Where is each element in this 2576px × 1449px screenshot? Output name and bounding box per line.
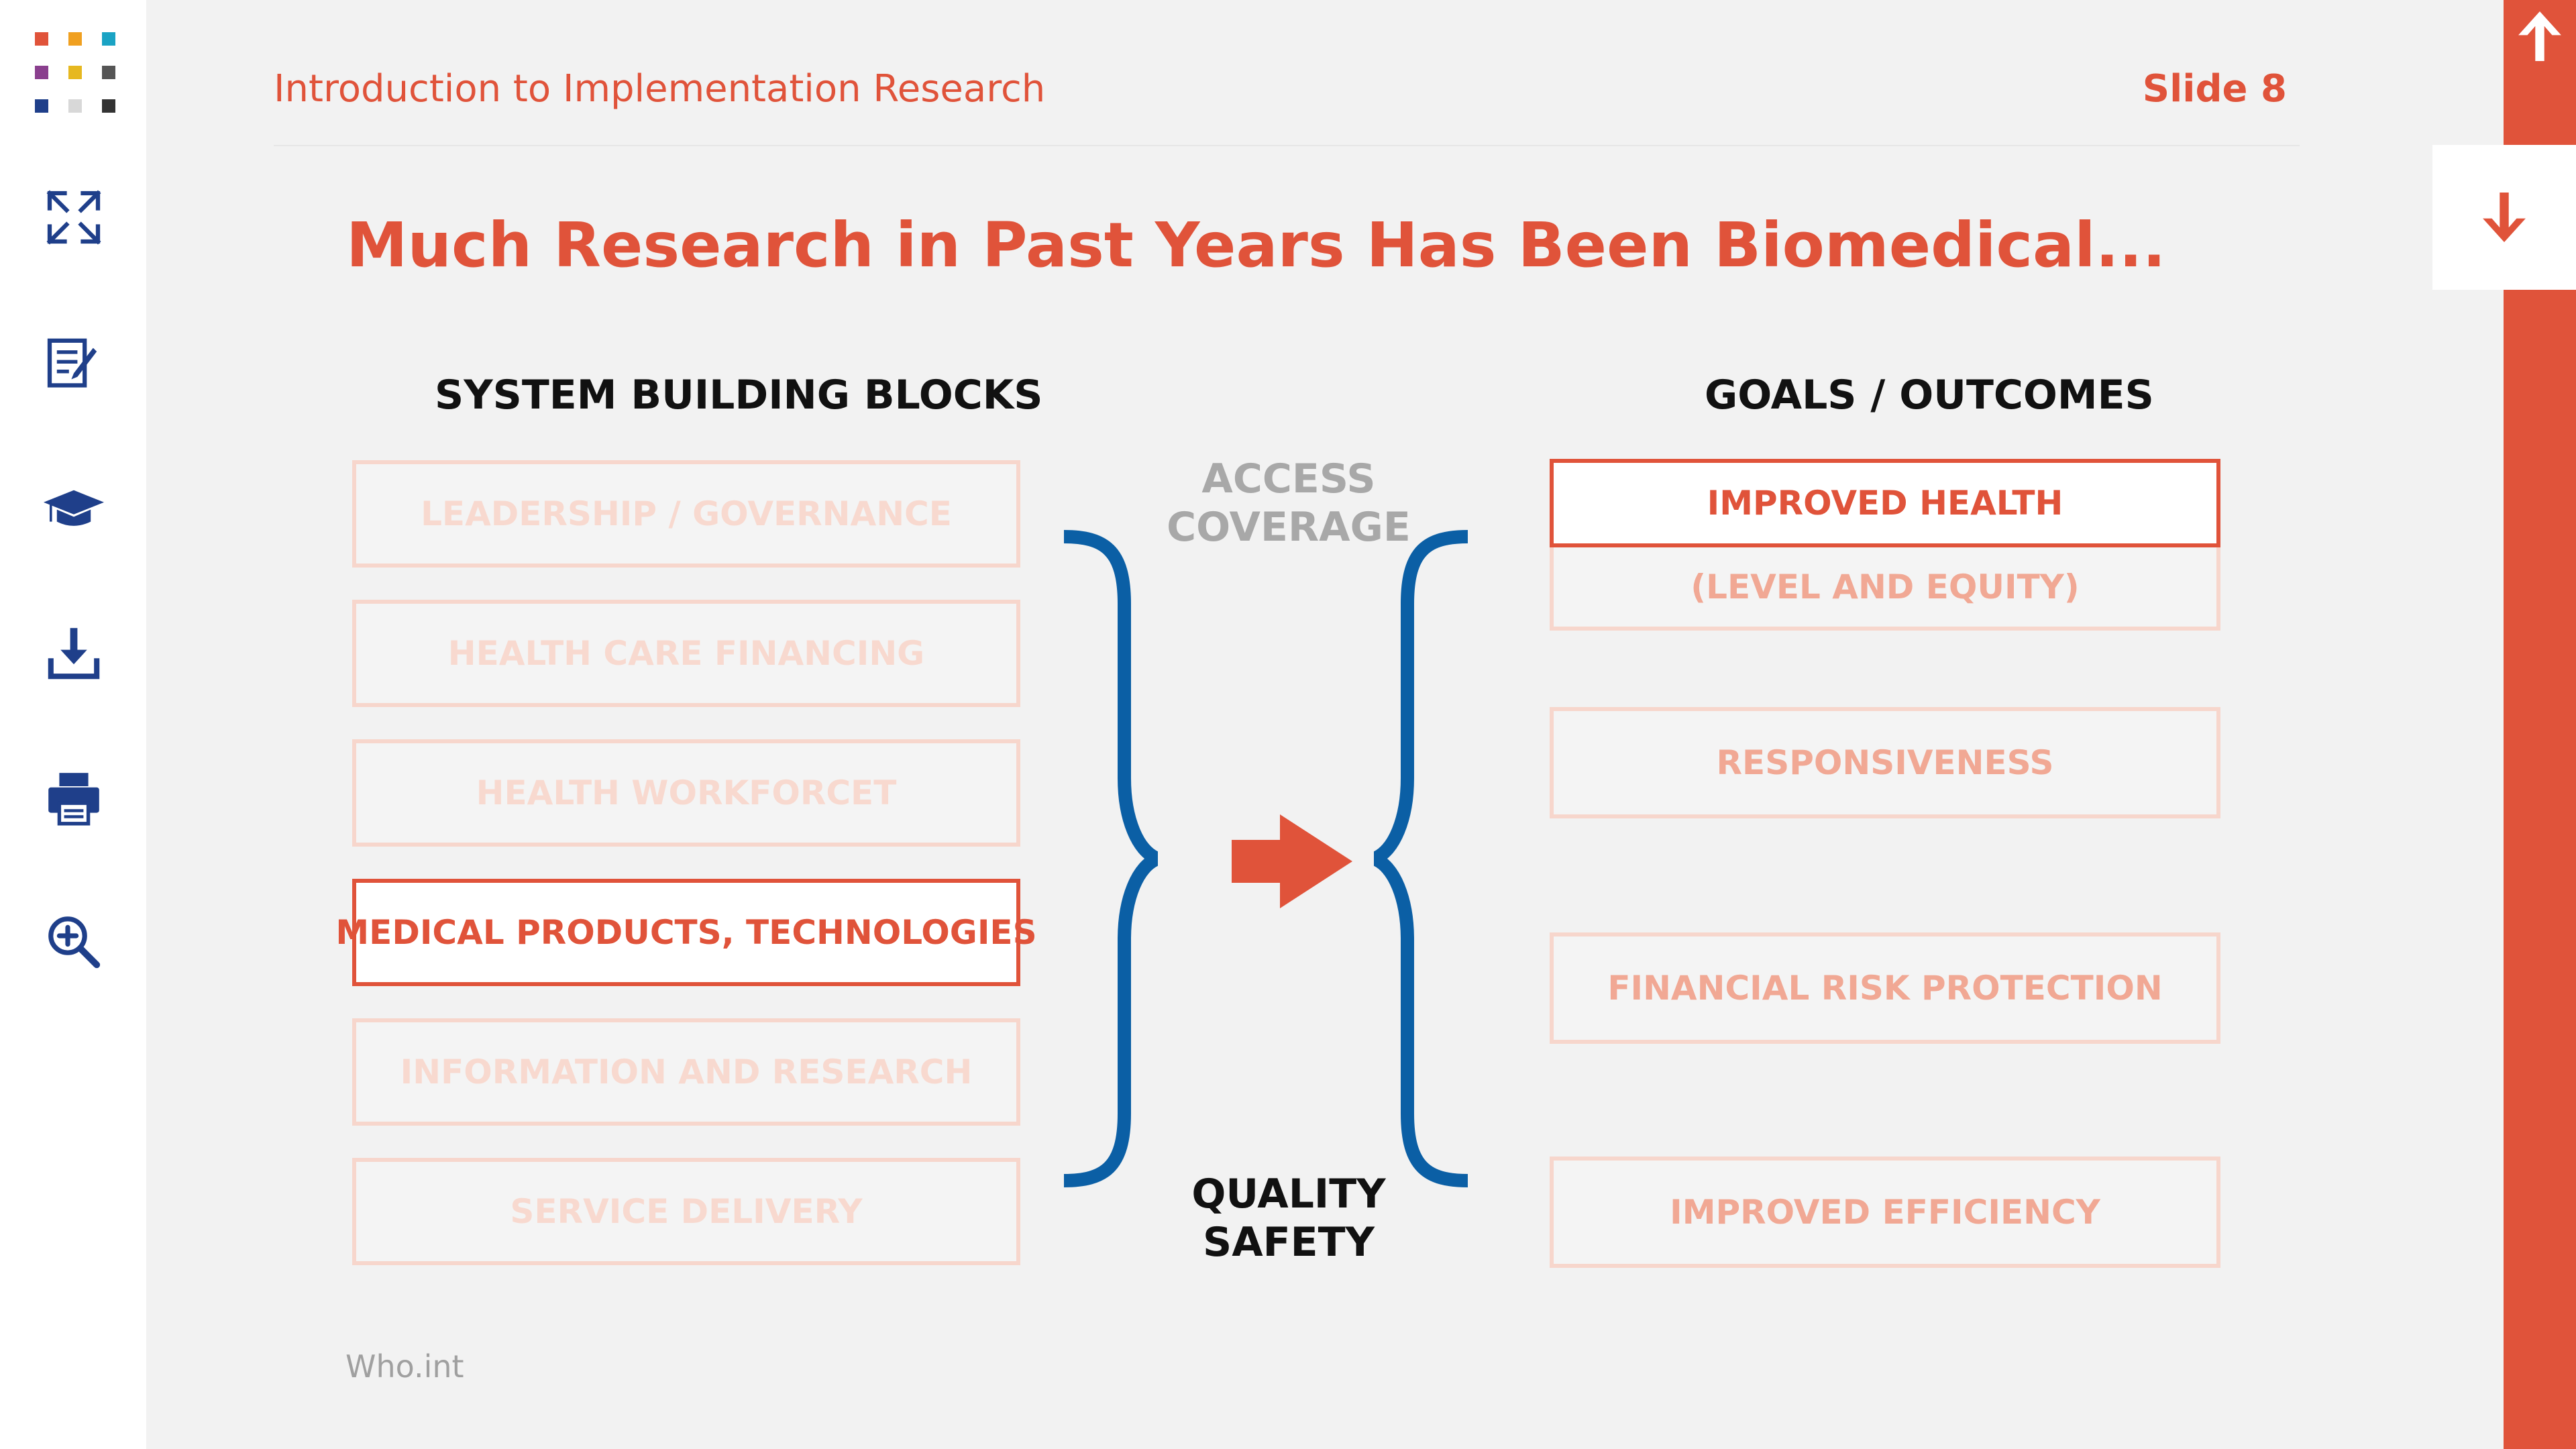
slide-title: Much Research in Past Years Has Been Bio… [346, 209, 2166, 281]
fullscreen-icon[interactable] [36, 180, 111, 255]
arrow-up-icon [2518, 11, 2561, 61]
goal-improved-health: IMPROVED HEALTH [1550, 459, 2220, 547]
arrow-down-icon [2483, 193, 2526, 242]
slide-number: Slide 8 [2142, 67, 2287, 111]
zoom-in-icon[interactable] [36, 904, 111, 979]
left-column-heading: SYSTEM BUILDING BLOCKS [435, 372, 1043, 419]
goal-responsiveness: RESPONSIVENESS [1550, 707, 2220, 818]
download-icon[interactable] [36, 616, 111, 691]
left-brace [1063, 530, 1158, 1187]
course-title: Introduction to Implementation Research [274, 67, 1046, 111]
building-block: LEADERSHIP / GOVERNANCE [352, 460, 1020, 568]
building-block: HEALTH CARE FINANCING [352, 600, 1020, 707]
building-block: HEALTH WORKFORCET [352, 739, 1020, 847]
access-text: ACCESS [1201, 455, 1376, 502]
goal-efficiency: IMPROVED EFFICIENCY [1550, 1157, 2220, 1268]
quality-text: QUALITY [1191, 1171, 1386, 1218]
safety-text: SAFETY [1203, 1219, 1375, 1266]
building-block-highlighted: MEDICAL PRODUCTS, TECHNOLOGIES [335, 879, 1037, 986]
quality-safety-label: QUALITY SAFETY [1155, 1170, 1423, 1267]
arrow-right-icon [1232, 814, 1352, 908]
coverage-text: COVERAGE [1167, 504, 1411, 551]
right-brace [1374, 530, 1468, 1187]
building-block: INFORMATION AND RESEARCH [352, 1018, 1020, 1126]
slide-canvas: Introduction to Implementation Research … [146, 0, 2504, 1449]
access-coverage-label: ACCESS COVERAGE [1155, 455, 1423, 551]
source-credit: Who.int [345, 1348, 464, 1385]
goal-financial-risk: FINANCIAL RISK PROTECTION [1550, 932, 2220, 1044]
header-divider [274, 145, 2300, 146]
apps-grid-icon[interactable] [35, 32, 115, 113]
next-slide-button[interactable] [2432, 145, 2576, 290]
left-toolbar [0, 0, 146, 1449]
goal-level-equity: (LEVEL AND EQUITY) [1550, 547, 2220, 631]
education-icon[interactable] [36, 470, 111, 545]
notes-icon[interactable] [36, 326, 111, 401]
right-column-heading: GOALS / OUTCOMES [1705, 372, 2154, 419]
print-icon[interactable] [36, 761, 111, 836]
building-block: SERVICE DELIVERY [352, 1158, 1020, 1265]
previous-slide-button[interactable] [2504, 0, 2576, 72]
